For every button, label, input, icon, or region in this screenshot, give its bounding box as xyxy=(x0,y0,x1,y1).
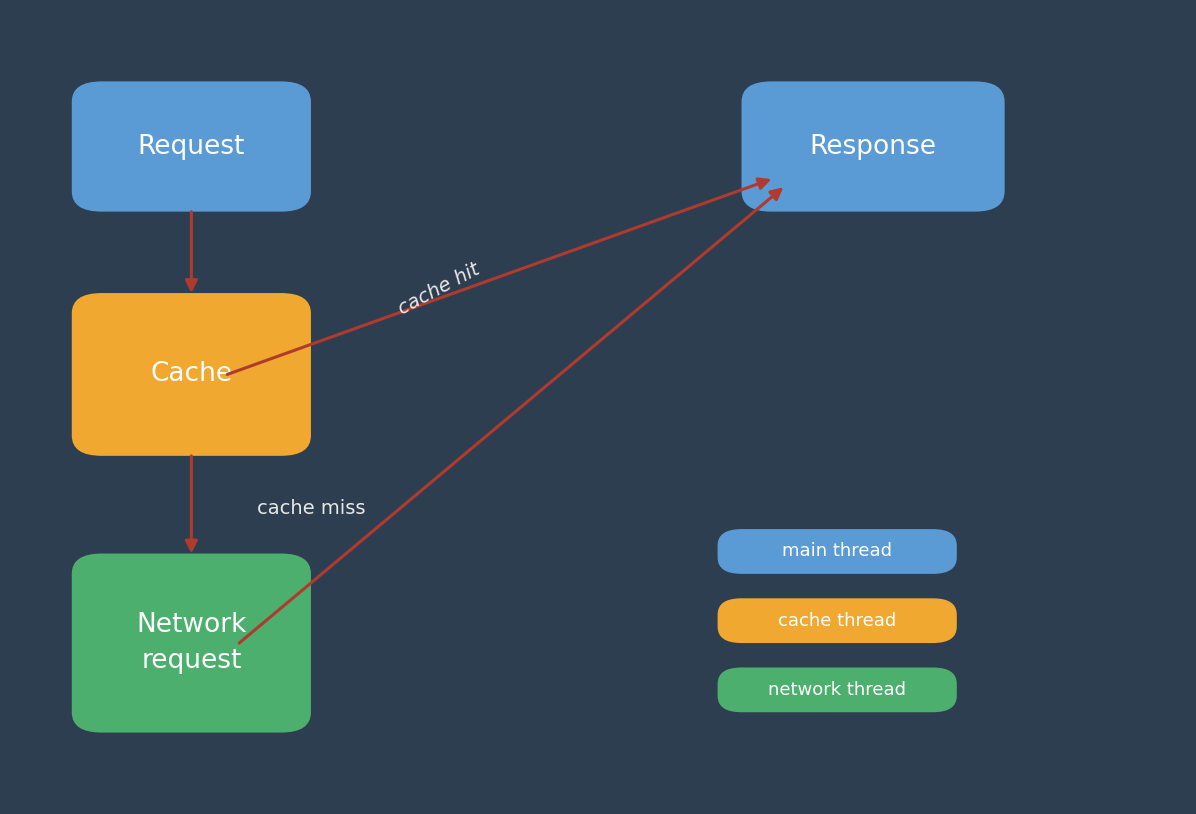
FancyBboxPatch shape xyxy=(72,293,311,456)
Text: Network
request: Network request xyxy=(136,612,246,674)
FancyBboxPatch shape xyxy=(742,81,1005,212)
FancyBboxPatch shape xyxy=(72,81,311,212)
Text: cache miss: cache miss xyxy=(257,499,366,519)
FancyBboxPatch shape xyxy=(72,554,311,733)
Text: network thread: network thread xyxy=(768,681,907,699)
FancyBboxPatch shape xyxy=(718,667,957,712)
FancyBboxPatch shape xyxy=(718,598,957,643)
Text: cache hit: cache hit xyxy=(395,260,483,318)
Text: cache thread: cache thread xyxy=(779,611,896,630)
FancyBboxPatch shape xyxy=(718,529,957,574)
Text: Cache: Cache xyxy=(151,361,232,387)
Text: main thread: main thread xyxy=(782,542,892,561)
Text: Request: Request xyxy=(138,133,245,160)
Text: Response: Response xyxy=(810,133,936,160)
